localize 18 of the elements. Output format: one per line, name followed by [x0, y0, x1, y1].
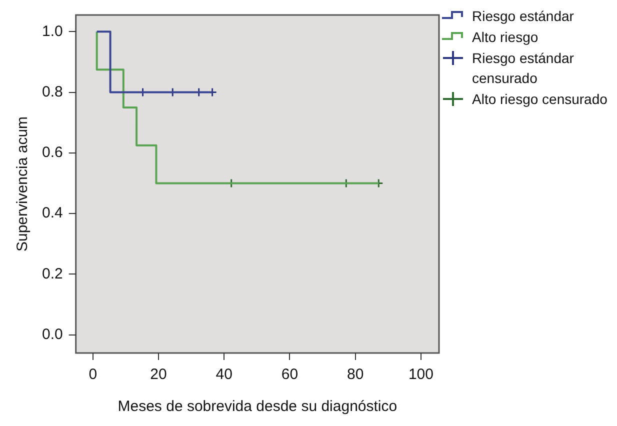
y-tick-label: 0.4 — [42, 204, 63, 222]
y-tick-label: 0.0 — [42, 326, 63, 343]
y-tick-label: 1.0 — [42, 22, 63, 40]
x-tick-label: 60 — [281, 366, 298, 384]
y-axis-title: Supervivencia acum — [14, 116, 32, 252]
x-tick-label: 100 — [408, 366, 434, 384]
x-tick-label: 0 — [88, 366, 98, 384]
legend-label: Alto riesgo censurado — [472, 90, 608, 109]
x-tick-label: 20 — [150, 366, 167, 384]
x-tick-label: 40 — [216, 366, 232, 384]
y-tick-label: 0.6 — [42, 144, 63, 162]
y-tick-label: 0.8 — [42, 83, 63, 100]
x-axis-title: Meses de sobrevida desde su diagnóstico — [118, 398, 398, 416]
y-tick-label: 0.2 — [42, 265, 63, 282]
legend-label: Riesgo estándar censurado — [472, 49, 575, 88]
legend-label: Alto riesgo — [472, 28, 538, 47]
x-tick-label: 80 — [347, 366, 364, 384]
legend-label: Riesgo estándar — [472, 7, 574, 26]
